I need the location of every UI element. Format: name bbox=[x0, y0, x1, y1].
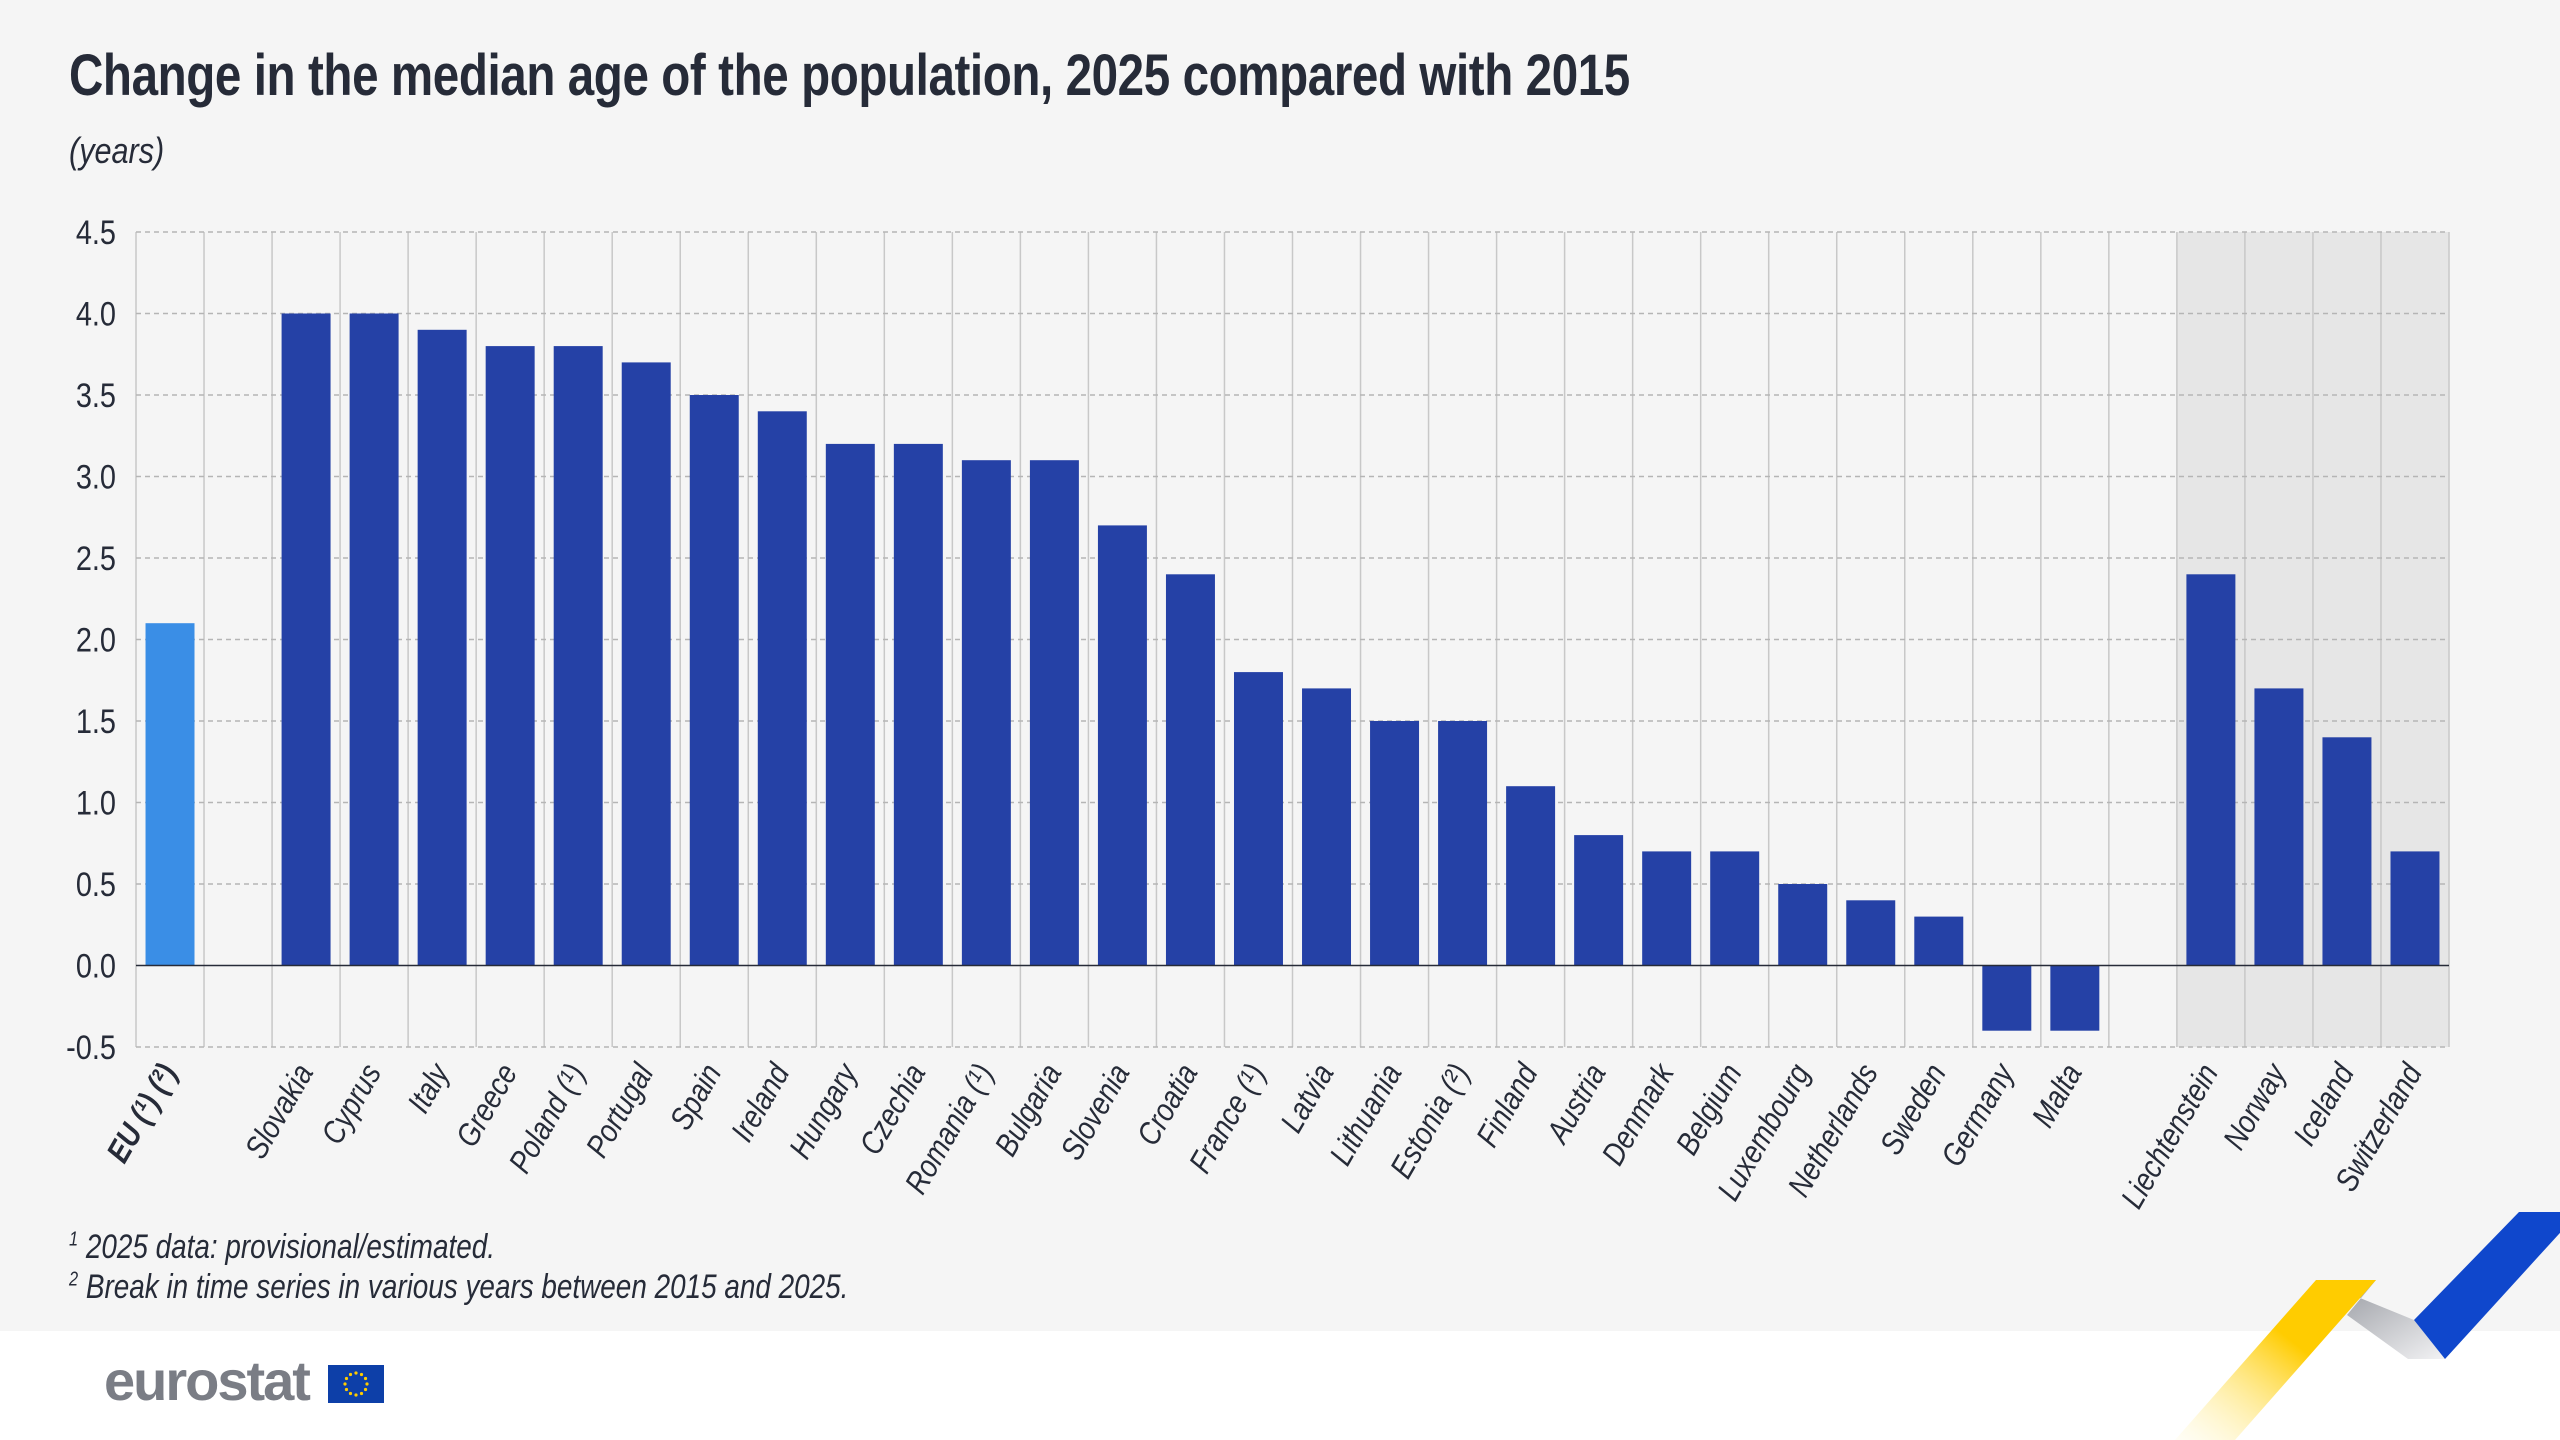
bar bbox=[281, 313, 331, 966]
bar bbox=[825, 443, 875, 966]
x-tick-label: Slovenia bbox=[1054, 1058, 1137, 1166]
x-tick-label: Spain bbox=[663, 1058, 729, 1136]
footnote-2: 2 Break in time series in various years … bbox=[69, 1268, 849, 1306]
footnote-1: 1 2025 data: provisional/estimated. bbox=[69, 1228, 496, 1266]
bar bbox=[893, 443, 943, 966]
x-tick-label: Latvia bbox=[1274, 1058, 1341, 1139]
bar bbox=[1710, 851, 1760, 966]
x-tick-label: Greece bbox=[449, 1058, 524, 1153]
x-tick-label: Slovakia bbox=[238, 1058, 320, 1165]
bar bbox=[553, 346, 603, 966]
bar bbox=[417, 329, 467, 966]
eu-flag-icon bbox=[328, 1365, 384, 1403]
y-tick-label: 4.0 bbox=[76, 294, 116, 333]
y-tick-label: 1.0 bbox=[76, 783, 116, 822]
bar bbox=[621, 362, 671, 966]
bar bbox=[1846, 900, 1896, 966]
bar bbox=[2050, 965, 2100, 1031]
bar bbox=[2390, 851, 2440, 966]
bar bbox=[1642, 851, 1692, 966]
x-tick-label: Portugal bbox=[579, 1057, 661, 1164]
x-tick-label: Austria bbox=[1539, 1058, 1613, 1151]
bar bbox=[961, 460, 1011, 966]
bar bbox=[1914, 916, 1964, 966]
bar bbox=[1370, 721, 1420, 966]
bar bbox=[1982, 965, 2032, 1031]
x-tick-label: Croatia bbox=[1130, 1058, 1205, 1152]
bar bbox=[1165, 574, 1215, 966]
y-tick-label: 3.5 bbox=[76, 376, 116, 415]
y-tick-label: 2.5 bbox=[76, 539, 116, 578]
eurostat-logo: eurostat bbox=[104, 1349, 311, 1412]
bar bbox=[1574, 835, 1624, 966]
bar bbox=[1438, 721, 1488, 966]
bar bbox=[485, 346, 535, 966]
x-tick-label: Hungary bbox=[783, 1056, 866, 1164]
chart-subtitle: (years) bbox=[69, 130, 165, 171]
bar bbox=[1233, 672, 1283, 966]
x-tick-label: Finland bbox=[1470, 1057, 1546, 1153]
x-tick-label: Ireland bbox=[724, 1057, 797, 1148]
y-tick-label: 0.0 bbox=[76, 946, 116, 985]
bar bbox=[1302, 688, 1352, 966]
y-tick-label: 0.5 bbox=[76, 865, 116, 904]
y-tick-label: -0.5 bbox=[66, 1028, 116, 1067]
bar bbox=[349, 313, 399, 966]
x-tick-label: Malta bbox=[2025, 1058, 2089, 1133]
x-tick-label: Cyprus bbox=[315, 1058, 389, 1150]
bar bbox=[145, 623, 195, 966]
x-tick-label: Iceland bbox=[2287, 1057, 2362, 1152]
bar bbox=[689, 395, 739, 966]
bar-chart: 4.5 4.0 3.5 3.0 2.5 2.0 1.5 1.0 0.5 0.0 -0.5EU (¹)… bbox=[66, 213, 2450, 1215]
x-tick-label: Norway bbox=[2217, 1056, 2295, 1155]
bar bbox=[2322, 737, 2372, 966]
footer bbox=[0, 1331, 2560, 1440]
x-tick-label: EU (¹) (²) bbox=[100, 1058, 184, 1169]
decorative-ribbon-icon bbox=[2175, 1212, 2560, 1440]
bar bbox=[2186, 574, 2236, 966]
bar bbox=[1778, 884, 1828, 966]
x-tick-label: Liechtenstein bbox=[2115, 1058, 2226, 1215]
x-tick-label: Italy bbox=[401, 1056, 458, 1119]
bar bbox=[1029, 460, 1079, 966]
y-tick-label: 4.5 bbox=[76, 213, 116, 252]
y-tick-label: 3.0 bbox=[76, 457, 116, 496]
bar bbox=[757, 411, 807, 966]
bar bbox=[1097, 525, 1147, 966]
bar bbox=[2254, 688, 2304, 966]
y-tick-label: 2.0 bbox=[76, 620, 116, 659]
bar bbox=[1506, 786, 1556, 966]
y-tick-label: 1.5 bbox=[76, 702, 116, 741]
chart-title: Change in the median age of the populati… bbox=[69, 43, 1630, 108]
